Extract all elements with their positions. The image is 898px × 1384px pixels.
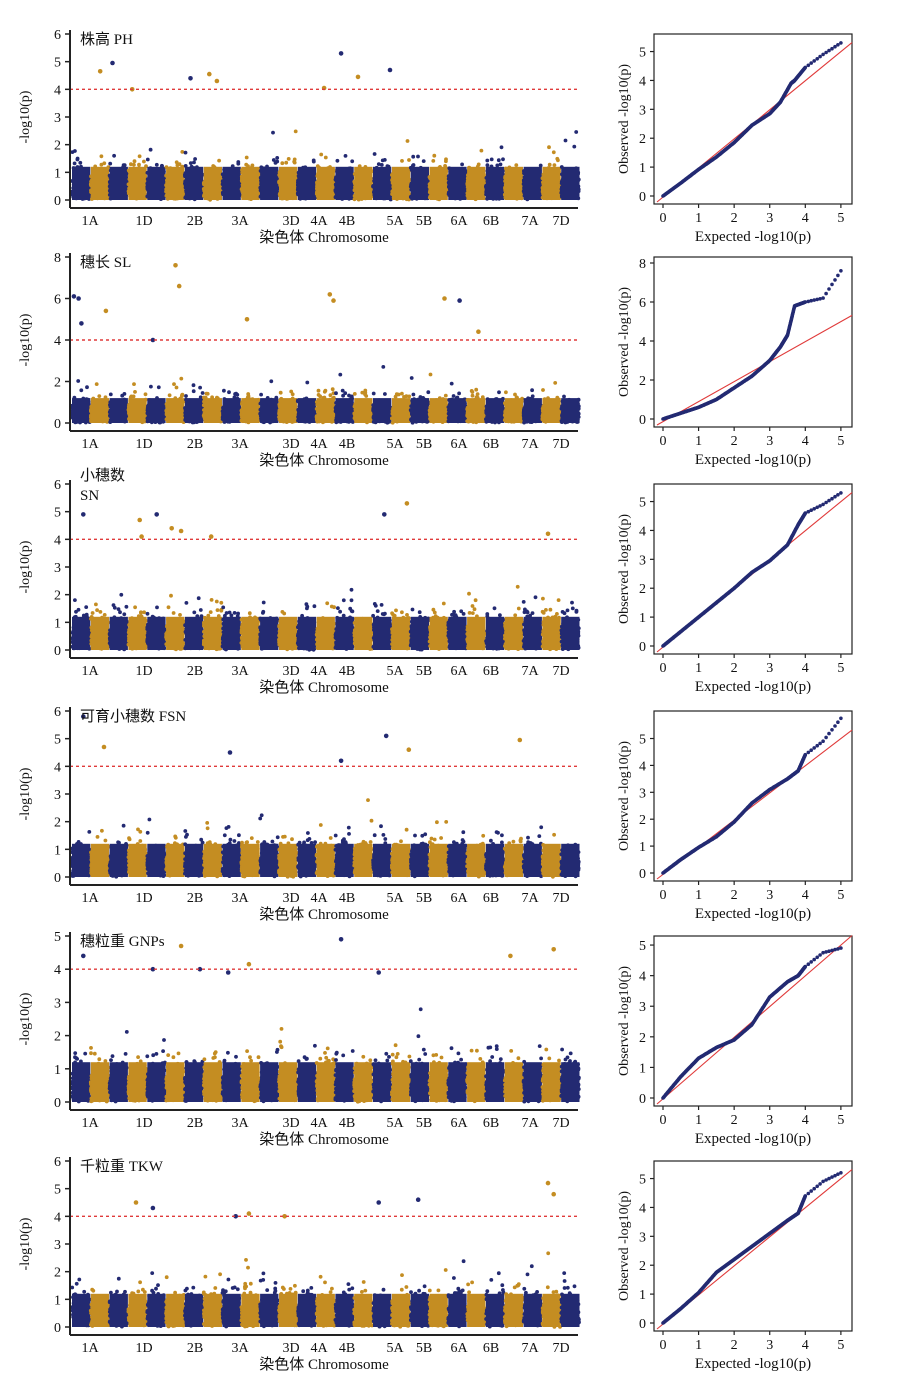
snp-point	[73, 162, 77, 166]
snp-point	[112, 154, 116, 158]
snp-density-block	[166, 167, 184, 200]
snp-point	[184, 151, 188, 155]
snp-point	[133, 159, 137, 163]
snp-density-block	[72, 167, 90, 200]
snp-point	[149, 148, 153, 152]
snp-point	[73, 149, 77, 153]
snp-point	[78, 161, 82, 165]
snp-density-block	[204, 167, 222, 200]
snp-point	[138, 154, 142, 158]
snp-density-block	[223, 167, 241, 200]
snp-density-block	[147, 167, 165, 200]
snp-point	[178, 162, 182, 166]
snp-point	[100, 154, 104, 158]
snp-point	[189, 161, 193, 165]
snp-point	[193, 157, 197, 161]
snp-density-block	[110, 167, 128, 200]
snp-point	[142, 160, 146, 164]
snp-point	[129, 162, 133, 166]
snp-density-block	[91, 167, 109, 200]
gwas-figure: 01234561A 1D 2B 3A 3D 4A 4B 5A 5B 6A 6B 7A 7D染色体 Chr…	[0, 0, 898, 1384]
snp-point	[137, 163, 141, 167]
snp-point	[102, 161, 106, 165]
snp-point	[108, 162, 112, 166]
snp-point	[76, 157, 80, 161]
snp-point	[192, 161, 196, 165]
snp-point	[217, 159, 221, 163]
manhattan-points	[70, 51, 580, 202]
snp-point	[155, 163, 159, 167]
snp-point	[180, 150, 184, 154]
snp-point	[236, 162, 240, 166]
snp-point	[123, 163, 127, 167]
snp-density-block	[128, 167, 146, 200]
snp-density-block	[185, 167, 203, 200]
snp-point	[146, 158, 150, 162]
